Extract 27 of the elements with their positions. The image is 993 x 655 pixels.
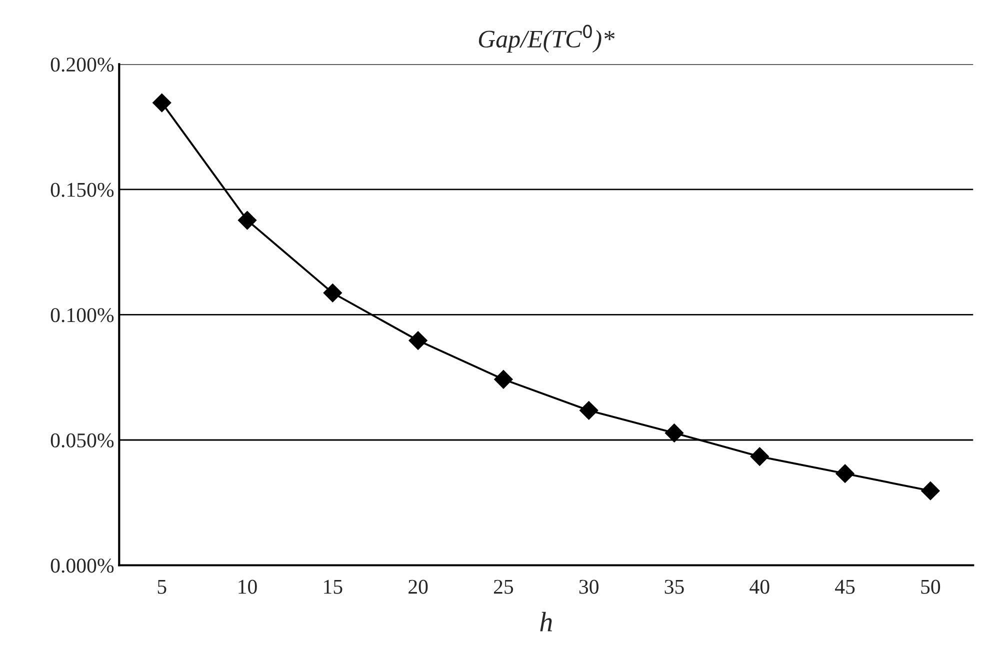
chart-title: Gap/E(TC$^{0}$)* bbox=[478, 24, 615, 53]
point bbox=[323, 284, 342, 302]
y-tick-label: 0.150% bbox=[50, 182, 114, 197]
x-tick-label: 45 bbox=[835, 580, 855, 594]
x-tick-label: 30 bbox=[579, 580, 598, 594]
point bbox=[152, 93, 172, 112]
point bbox=[579, 401, 598, 420]
x-tick-label: 25 bbox=[494, 580, 514, 594]
x-tick-label: 5 bbox=[158, 580, 166, 594]
y-tick-label: 0.100% bbox=[50, 308, 114, 322]
point bbox=[238, 210, 257, 230]
point bbox=[664, 424, 684, 442]
point bbox=[921, 481, 940, 500]
point bbox=[750, 447, 770, 466]
x-tick-label: 10 bbox=[238, 580, 257, 594]
x-tick-label: 50 bbox=[921, 580, 940, 594]
x-axis-title: h bbox=[540, 612, 552, 632]
point bbox=[408, 331, 428, 350]
y-tick-label: 0.200% bbox=[50, 58, 114, 72]
x-tick-label: 40 bbox=[750, 580, 770, 594]
point bbox=[836, 464, 854, 483]
y-tick-label: 0.050% bbox=[50, 433, 114, 448]
x-tick-label: 35 bbox=[664, 580, 684, 594]
x-tick-label: 20 bbox=[408, 580, 428, 594]
point bbox=[494, 370, 513, 389]
y-tick-label: 0.000% bbox=[50, 558, 114, 573]
x-tick-label: 15 bbox=[324, 580, 342, 594]
